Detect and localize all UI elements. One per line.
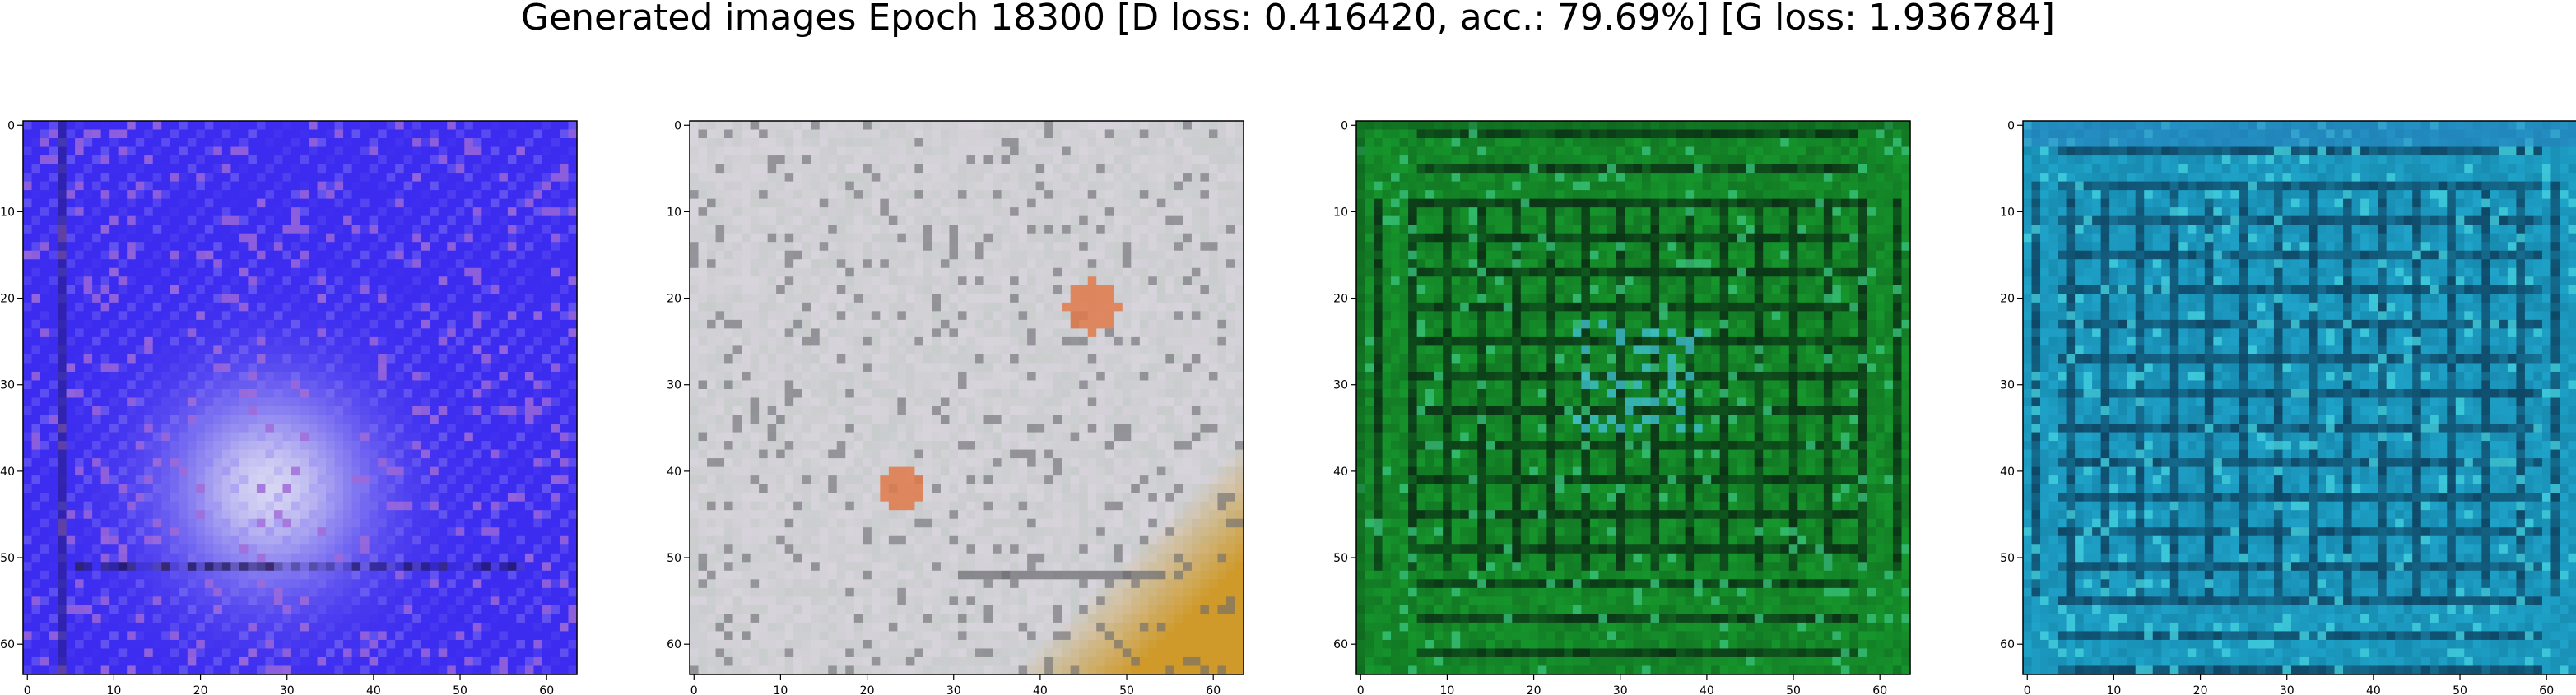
- y-tick-label: 20: [0, 293, 15, 306]
- y-tick-label: 30: [0, 379, 15, 392]
- x-tick-label: 10: [107, 684, 122, 695]
- x-tick-label: 50: [453, 684, 467, 695]
- y-tick-label: 40: [2000, 466, 2015, 479]
- x-tick-label: 60: [539, 684, 554, 695]
- x-tick-label: 10: [774, 684, 788, 695]
- x-tick-label: 40: [2366, 684, 2381, 695]
- x-tick-label: 20: [1527, 684, 1541, 695]
- axes-frame: [1355, 120, 1911, 675]
- y-tick-label: 20: [667, 293, 681, 306]
- y-tick-label: 10: [667, 206, 681, 219]
- y-tick-label: 20: [1333, 293, 1348, 306]
- y-tick-label: 30: [2000, 379, 2015, 392]
- y-tick-label: 60: [0, 638, 15, 651]
- y-tick-label: 30: [667, 379, 681, 392]
- x-tick-label: 0: [690, 684, 698, 695]
- y-tick-label: 10: [0, 206, 15, 219]
- y-tick-label: 10: [1333, 206, 1348, 219]
- x-tick-label: 20: [2193, 684, 2208, 695]
- x-tick-label: 20: [193, 684, 208, 695]
- axes-frame: [2022, 120, 2576, 675]
- y-tick-label: 40: [1333, 466, 1348, 479]
- x-tick-label: 60: [1206, 684, 1221, 695]
- y-tick-label: 50: [2000, 552, 2015, 565]
- y-tick-label: 20: [2000, 293, 2015, 306]
- x-tick-label: 10: [2107, 684, 2122, 695]
- x-tick-label: 60: [2539, 684, 2554, 695]
- x-tick-label: 0: [24, 684, 31, 695]
- y-tick-label: 30: [1333, 379, 1348, 392]
- x-tick-label: 30: [280, 684, 295, 695]
- y-tick-label: 50: [0, 552, 15, 565]
- x-tick-label: 0: [2024, 684, 2031, 695]
- x-tick-label: 0: [1357, 684, 1365, 695]
- x-tick-label: 20: [860, 684, 875, 695]
- axes-frame: [22, 120, 578, 675]
- y-tick-label: 40: [667, 466, 681, 479]
- generated-image-1: [23, 121, 578, 675]
- y-tick-label: 0: [674, 119, 681, 132]
- x-tick-label: 10: [1440, 684, 1455, 695]
- x-tick-label: 30: [946, 684, 961, 695]
- y-tick-label: 50: [667, 552, 681, 565]
- x-tick-label: 30: [1613, 684, 1628, 695]
- generated-image-4: [2023, 121, 2576, 675]
- figure-title: Generated images Epoch 18300 [D loss: 0.…: [520, 0, 2056, 39]
- x-tick-label: 40: [366, 684, 381, 695]
- y-tick-label: 40: [0, 466, 15, 479]
- x-tick-label: 50: [1786, 684, 1801, 695]
- x-tick-label: 40: [1700, 684, 1714, 695]
- y-tick-label: 60: [667, 638, 681, 651]
- axes-frame: [689, 120, 1244, 675]
- generated-image-2: [690, 121, 1244, 675]
- x-tick-label: 50: [2453, 684, 2467, 695]
- y-tick-label: 0: [2007, 119, 2015, 132]
- y-tick-label: 0: [7, 119, 15, 132]
- x-tick-label: 50: [1119, 684, 1134, 695]
- generated-image-3: [1356, 121, 1911, 675]
- y-tick-label: 50: [1333, 552, 1348, 565]
- x-tick-label: 60: [1872, 684, 1887, 695]
- x-tick-label: 40: [1033, 684, 1048, 695]
- y-tick-label: 10: [2000, 206, 2015, 219]
- y-tick-label: 60: [2000, 638, 2015, 651]
- x-tick-label: 30: [2280, 684, 2295, 695]
- y-tick-label: 0: [1341, 119, 1348, 132]
- y-tick-label: 60: [1333, 638, 1348, 651]
